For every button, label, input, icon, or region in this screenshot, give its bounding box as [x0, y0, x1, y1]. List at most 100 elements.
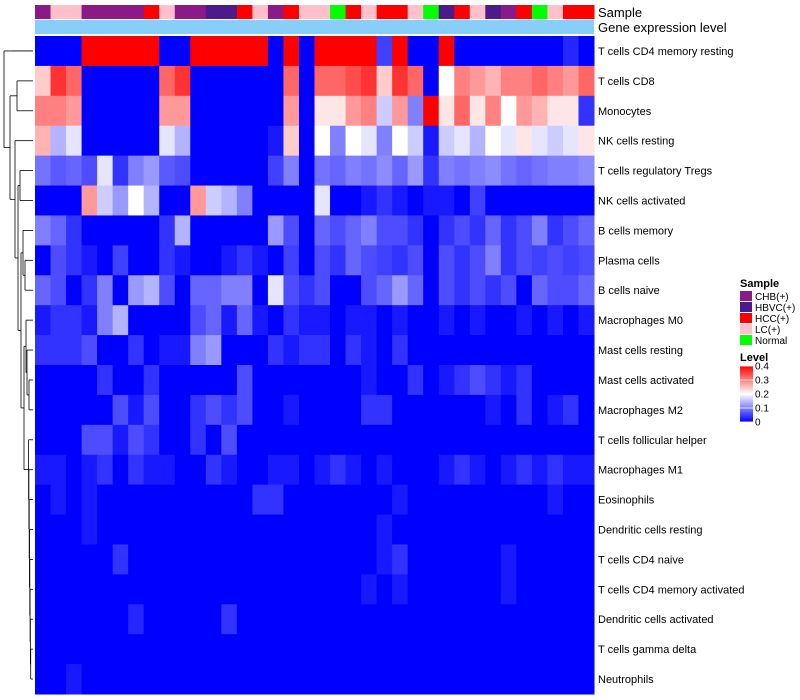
heatmap-cell	[314, 305, 331, 336]
heatmap-cell	[236, 604, 253, 635]
heatmap-cell	[283, 484, 300, 516]
heatmap-cell	[516, 215, 533, 246]
heatmap-cell	[267, 215, 284, 246]
heatmap-cell	[485, 305, 502, 336]
heatmap-cell	[143, 335, 160, 366]
heatmap-cell	[159, 454, 176, 486]
heatmap-cell	[547, 484, 564, 516]
heatmap-cell	[174, 664, 191, 695]
heatmap-cell	[159, 664, 176, 695]
heatmap-cell	[438, 305, 455, 336]
heatmap-cell	[190, 275, 207, 306]
heatmap-cell	[330, 245, 347, 276]
heatmap-cell	[562, 95, 579, 127]
heatmap-cell	[531, 544, 548, 575]
row-label: Mast cells resting	[598, 345, 683, 357]
heatmap-cell	[81, 664, 98, 695]
heatmap-cell	[298, 275, 315, 306]
heatmap-cell	[392, 574, 409, 605]
heatmap-cell	[578, 125, 595, 157]
heatmap-cell	[562, 275, 579, 306]
heatmap-cell	[392, 155, 409, 187]
heatmap-cell	[81, 245, 98, 276]
heatmap-cell	[423, 36, 440, 67]
heatmap-cell	[516, 365, 533, 396]
heatmap-cell	[438, 215, 455, 246]
row-label: T cells CD4 memory activated	[598, 584, 745, 596]
heatmap-cell	[531, 215, 548, 246]
heatmap-cell	[174, 95, 191, 127]
heatmap-cell	[392, 634, 409, 665]
heatmap-cell	[469, 514, 486, 545]
sample-annotation-cell	[345, 5, 362, 19]
heatmap-cell	[267, 634, 284, 665]
heatmap-cell	[562, 365, 579, 396]
heatmap-cell	[562, 544, 579, 575]
heatmap-cell	[330, 424, 347, 456]
heatmap-cell	[469, 544, 486, 575]
heatmap-cell	[485, 365, 502, 396]
heatmap-cell	[438, 484, 455, 516]
heatmap-cell	[236, 36, 253, 67]
row-label: Dendritic cells activated	[598, 614, 714, 626]
heatmap-cell	[81, 95, 98, 127]
heatmap-cell	[97, 664, 114, 695]
heatmap-cell	[50, 544, 67, 575]
heatmap-cell	[236, 365, 253, 396]
heatmap-cell	[454, 454, 471, 486]
heatmap-cell	[252, 365, 269, 396]
heatmap-cell	[252, 155, 269, 187]
heatmap-cell	[236, 664, 253, 695]
heatmap-cell	[438, 125, 455, 157]
heatmap-cell	[81, 514, 98, 545]
heatmap-cell	[330, 365, 347, 396]
row-label: T cells regulatory Tregs	[598, 166, 713, 178]
legend-swatch	[740, 335, 752, 345]
heatmap-cell	[330, 125, 347, 157]
heatmap-cell	[252, 394, 269, 426]
heatmap-cell	[298, 335, 315, 366]
heatmap-cell	[66, 365, 83, 396]
heatmap-cell	[112, 185, 129, 216]
heatmap-cell	[174, 604, 191, 635]
heatmap-cell	[143, 454, 160, 486]
heatmap-cell	[423, 215, 440, 246]
heatmap-cell	[221, 125, 238, 157]
heatmap-cell	[423, 275, 440, 306]
heatmap-cell	[500, 155, 517, 187]
heatmap-cell	[547, 394, 564, 426]
heatmap-cell	[174, 454, 191, 486]
heatmap-cell	[407, 185, 424, 216]
heatmap-cell	[423, 604, 440, 635]
heatmap-cell	[143, 305, 160, 336]
heatmap-cell	[361, 65, 378, 97]
heatmap-cell	[578, 604, 595, 635]
heatmap-cell	[314, 215, 331, 246]
heatmap-cell	[531, 574, 548, 605]
row-label: Macrophages M0	[598, 315, 683, 327]
heatmap-cell	[267, 514, 284, 545]
heatmap-cell	[330, 95, 347, 127]
heatmap-cell	[547, 245, 564, 276]
heatmap-cell	[190, 394, 207, 426]
heatmap-cell	[283, 394, 300, 426]
heatmap-cell	[112, 275, 129, 306]
heatmap-cell	[267, 484, 284, 516]
heatmap-cell	[454, 634, 471, 665]
heatmap-cell	[97, 95, 114, 127]
heatmap-cell	[438, 365, 455, 396]
heatmap-cell	[345, 155, 362, 187]
heatmap-cell	[454, 394, 471, 426]
heatmap-cell	[500, 125, 517, 157]
heatmap-cell	[174, 424, 191, 456]
heatmap-cell	[423, 185, 440, 216]
heatmap-cell	[81, 574, 98, 605]
legend-sample-title: Sample	[740, 278, 779, 290]
heatmap-cell	[516, 604, 533, 635]
heatmap-cell	[81, 634, 98, 665]
heatmap-cell	[330, 544, 347, 575]
sample-annotation-cell	[143, 5, 160, 19]
heatmap-cell	[221, 245, 238, 276]
heatmap-cell	[35, 394, 52, 426]
heatmap-cell	[547, 454, 564, 486]
